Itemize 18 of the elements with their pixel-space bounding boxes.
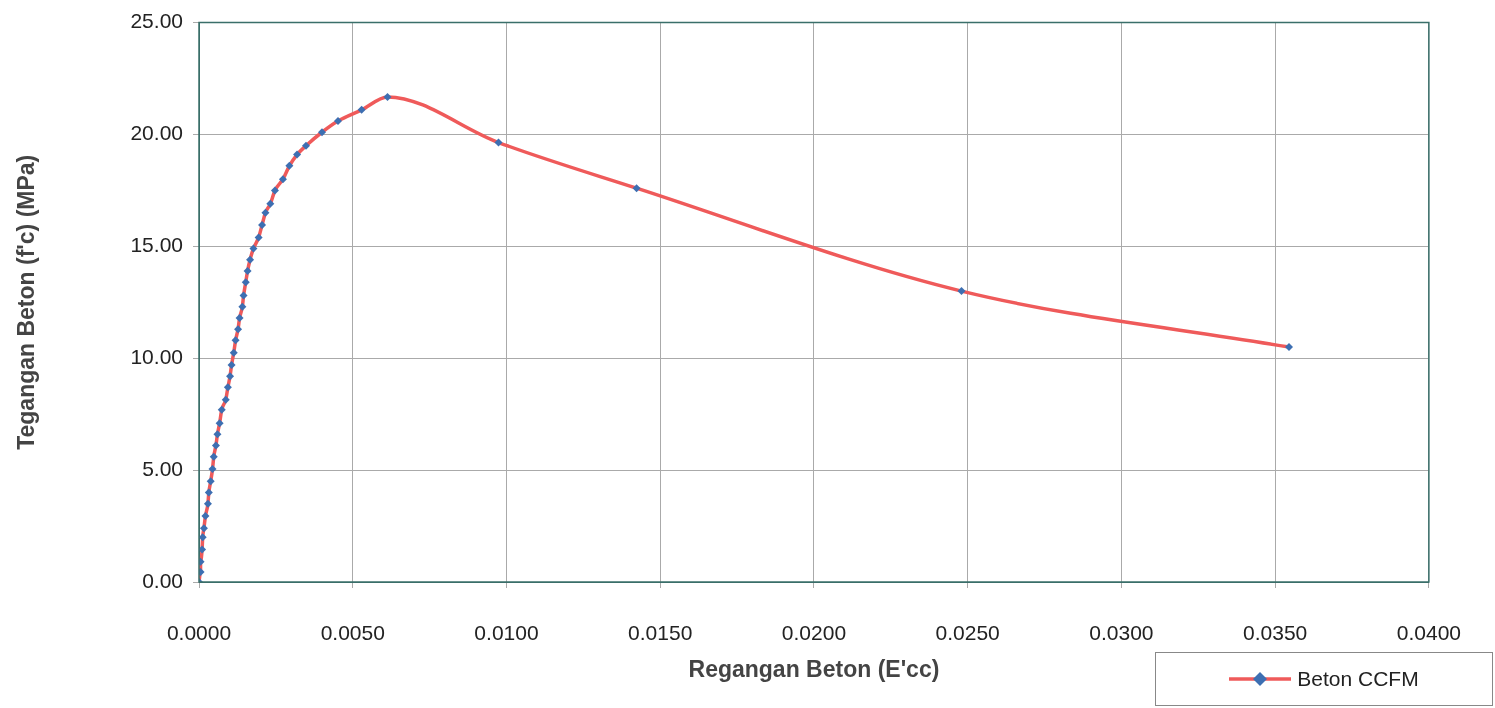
y-tick-label: 25.00 [130, 9, 183, 33]
y-tick-label: 20.00 [130, 121, 183, 145]
x-tick-label: 0.0200 [781, 621, 847, 645]
y-tick-label: 0.00 [142, 568, 183, 592]
x-axis-title: Regangan Beton (E'cc) [688, 655, 940, 682]
legend-label: Beton CCFM [1297, 667, 1419, 691]
y-axis-title: Tegangan Beton (f'c) (MPa) [13, 154, 40, 450]
y-tick-label: 5.00 [142, 456, 183, 480]
x-tick-label: 0.0400 [1396, 621, 1461, 645]
x-tick-label: 0.0350 [1243, 621, 1308, 645]
x-tick-label: 0.0150 [628, 621, 693, 645]
x-tick-label: 0.0100 [474, 621, 539, 645]
x-tick-label: 0.0250 [935, 621, 1000, 645]
x-tick-label: 0.0050 [320, 621, 385, 645]
y-tick-label: 15.00 [130, 233, 183, 257]
y-tick-label: 10.00 [130, 345, 183, 369]
x-tick-label: 0.0300 [1089, 621, 1154, 645]
x-tick-label: 0.0000 [166, 621, 232, 645]
